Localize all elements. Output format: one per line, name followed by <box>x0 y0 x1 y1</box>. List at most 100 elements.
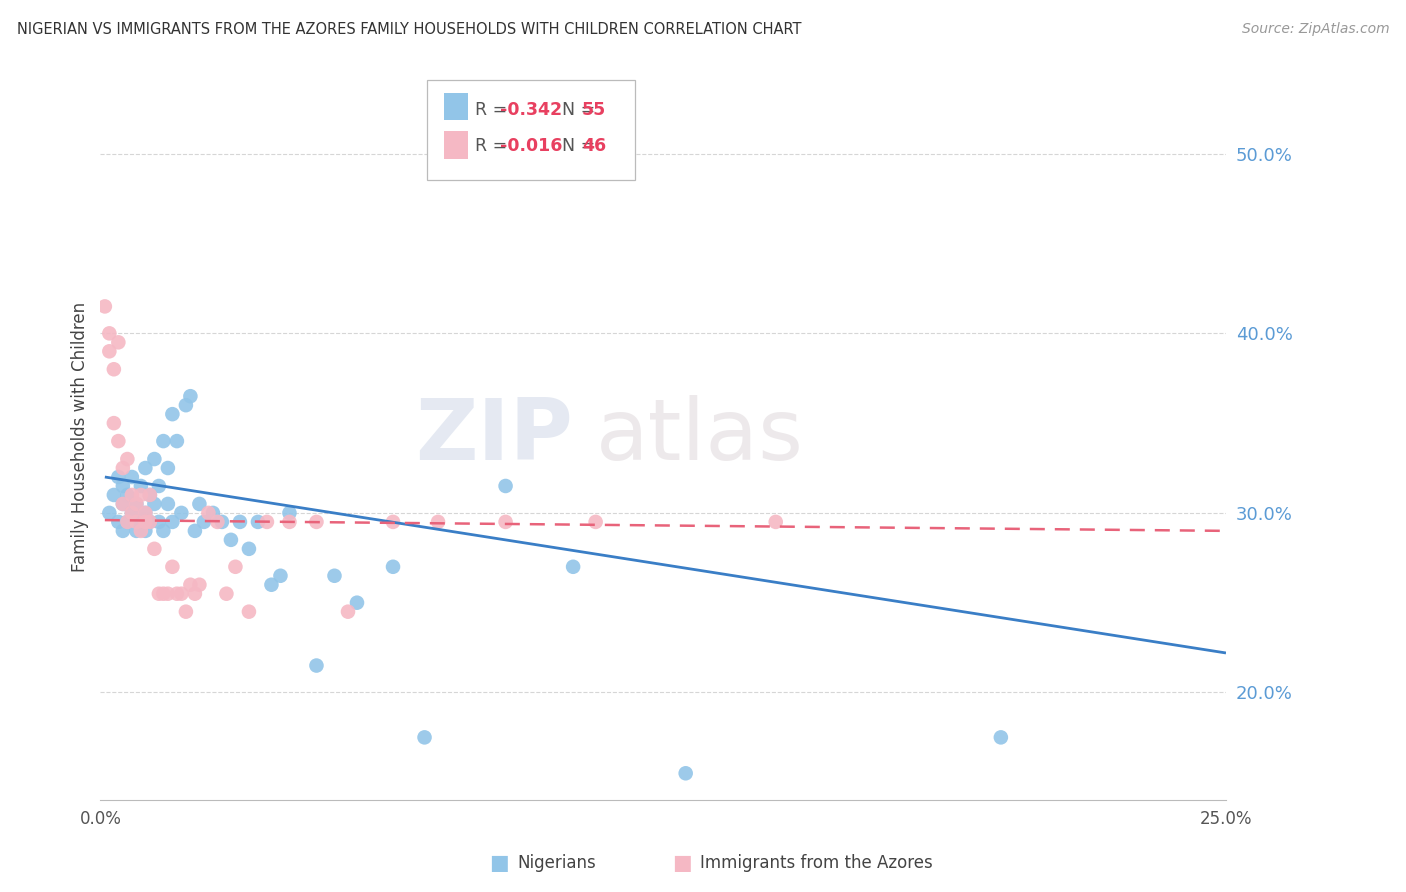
Point <box>562 559 585 574</box>
Point <box>125 515 148 529</box>
Point <box>215 587 238 601</box>
Point <box>184 524 207 538</box>
FancyBboxPatch shape <box>427 79 636 180</box>
Text: 46: 46 <box>582 137 606 155</box>
Point <box>129 479 152 493</box>
Point <box>111 497 134 511</box>
Text: ZIP: ZIP <box>415 395 574 478</box>
Point <box>211 515 233 529</box>
Point <box>585 515 607 529</box>
Point <box>188 578 211 592</box>
Point <box>139 515 162 529</box>
Point <box>121 506 143 520</box>
Text: NIGERIAN VS IMMIGRANTS FROM THE AZORES FAMILY HOUSEHOLDS WITH CHILDREN CORRELATI: NIGERIAN VS IMMIGRANTS FROM THE AZORES F… <box>17 22 801 37</box>
Point <box>98 326 121 341</box>
Text: -0.016: -0.016 <box>501 137 562 155</box>
Text: Immigrants from the Azores: Immigrants from the Azores <box>700 855 934 872</box>
Text: N =: N = <box>551 137 600 155</box>
Text: Nigerians: Nigerians <box>517 855 596 872</box>
Point <box>111 461 134 475</box>
FancyBboxPatch shape <box>444 131 468 159</box>
Point <box>675 766 697 780</box>
Point <box>107 515 129 529</box>
Point <box>148 515 170 529</box>
Text: ■: ■ <box>489 854 509 873</box>
Point <box>152 587 174 601</box>
Point <box>166 434 188 448</box>
Point <box>107 470 129 484</box>
Point <box>382 515 405 529</box>
Point <box>148 479 170 493</box>
Point <box>156 461 179 475</box>
Point <box>121 506 143 520</box>
Point <box>129 488 152 502</box>
Point <box>98 506 121 520</box>
Point <box>188 497 211 511</box>
Point <box>107 434 129 448</box>
Point <box>219 533 242 547</box>
Point <box>193 515 215 529</box>
Point <box>156 587 179 601</box>
Point <box>346 596 368 610</box>
Point <box>170 587 193 601</box>
Y-axis label: Family Households with Children: Family Households with Children <box>72 301 89 572</box>
Point <box>134 506 156 520</box>
Point <box>229 515 252 529</box>
Point <box>179 578 201 592</box>
Point <box>94 300 117 314</box>
Point <box>121 470 143 484</box>
Point <box>143 541 166 556</box>
Point <box>260 578 283 592</box>
Point <box>278 506 301 520</box>
Point <box>117 488 139 502</box>
Point <box>197 506 219 520</box>
Point <box>238 541 260 556</box>
Point <box>152 524 174 538</box>
Point <box>139 515 162 529</box>
Text: -0.342: -0.342 <box>501 101 562 119</box>
Point <box>103 416 125 430</box>
Point <box>125 497 148 511</box>
Point <box>111 524 134 538</box>
Point <box>765 515 787 529</box>
Point <box>166 587 188 601</box>
Point <box>990 731 1012 745</box>
Point <box>125 497 148 511</box>
Point <box>495 479 517 493</box>
Point <box>129 524 152 538</box>
Point <box>495 515 517 529</box>
Text: Source: ZipAtlas.com: Source: ZipAtlas.com <box>1241 22 1389 37</box>
Text: atlas: atlas <box>596 395 804 478</box>
Point <box>156 497 179 511</box>
Point <box>162 515 184 529</box>
Point <box>174 398 197 412</box>
Point <box>305 658 328 673</box>
Point <box>103 488 125 502</box>
Text: N =: N = <box>551 101 600 119</box>
Text: R =: R = <box>475 137 513 155</box>
Point <box>134 461 156 475</box>
Point <box>117 452 139 467</box>
Text: R =: R = <box>475 101 513 119</box>
Point <box>174 605 197 619</box>
Point <box>207 515 229 529</box>
Point <box>111 479 134 493</box>
Point <box>224 559 246 574</box>
Point <box>98 344 121 359</box>
Point <box>143 497 166 511</box>
Point <box>125 524 148 538</box>
Point <box>170 506 193 520</box>
Point <box>129 515 152 529</box>
Point <box>107 335 129 350</box>
Point <box>134 515 156 529</box>
Point <box>111 497 134 511</box>
Point <box>134 524 156 538</box>
Point <box>382 559 405 574</box>
Point <box>184 587 207 601</box>
Text: ■: ■ <box>672 854 692 873</box>
Point <box>121 488 143 502</box>
Point <box>323 568 346 582</box>
Point <box>269 568 291 582</box>
Point <box>152 434 174 448</box>
Point <box>117 515 139 529</box>
